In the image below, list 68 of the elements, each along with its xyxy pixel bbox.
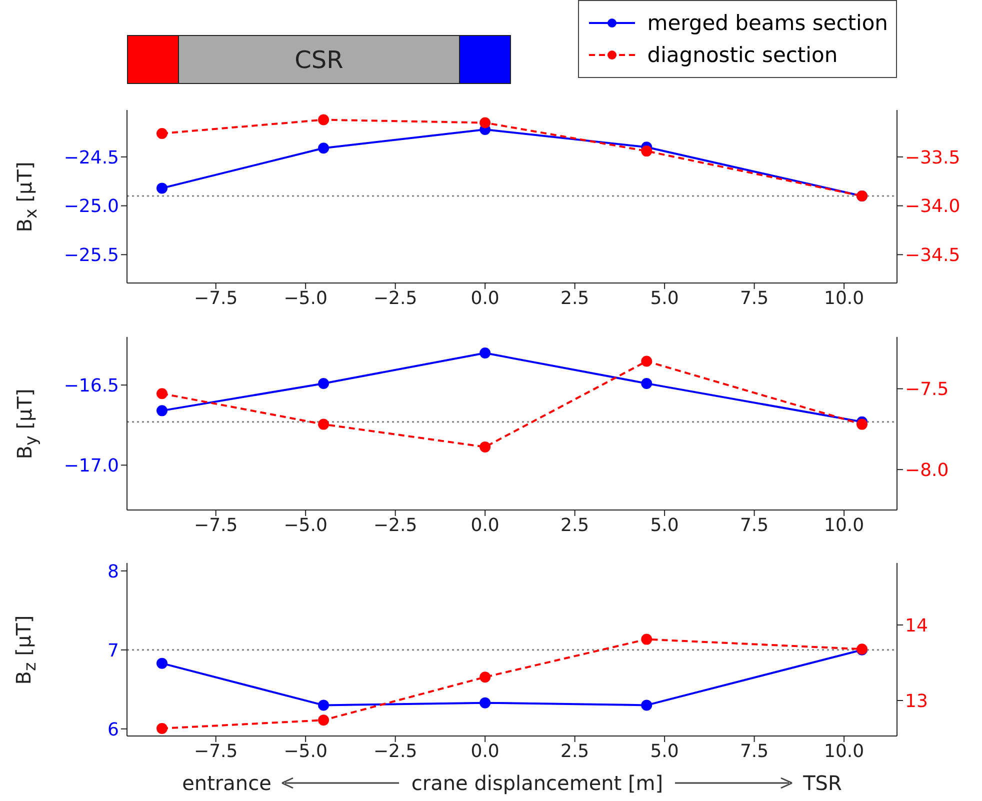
y2-tick-label: −33.5 bbox=[905, 147, 960, 168]
y2-tick-label: 13 bbox=[905, 690, 928, 712]
point bbox=[318, 714, 330, 726]
text: TSR bbox=[803, 771, 842, 795]
x-tick-label: 0.0 bbox=[470, 740, 500, 762]
x-tick-label: 10.0 bbox=[824, 740, 864, 762]
ring-diagram: CSR bbox=[127, 35, 511, 84]
x-tick-label: 5.0 bbox=[650, 514, 679, 536]
point bbox=[480, 697, 491, 708]
y2-tick-label: −34.0 bbox=[905, 196, 960, 218]
text: entrance bbox=[182, 771, 272, 795]
point bbox=[641, 634, 652, 645]
x-tick-label: 2.5 bbox=[560, 514, 590, 536]
point bbox=[318, 418, 330, 430]
x-tick-label: 5.0 bbox=[650, 288, 679, 309]
point bbox=[480, 348, 491, 359]
y2-tick-label: 14 bbox=[905, 615, 928, 636]
x-tick-label: −7.5 bbox=[194, 740, 238, 762]
x-tick-label: 7.5 bbox=[740, 288, 769, 309]
point bbox=[156, 182, 168, 194]
point bbox=[156, 388, 168, 400]
y2-tick-label: −34.5 bbox=[905, 245, 960, 266]
legend-label: merged beams section bbox=[647, 11, 888, 35]
x-tick-label: −7.5 bbox=[194, 288, 238, 309]
point bbox=[641, 700, 652, 711]
x-tick-label: 5.0 bbox=[650, 740, 679, 762]
point bbox=[856, 418, 868, 430]
x-tick-label: −2.5 bbox=[373, 514, 418, 536]
point bbox=[480, 441, 491, 452]
point bbox=[156, 658, 168, 669]
x-tick-label: 7.5 bbox=[740, 740, 769, 762]
x-tick-label: 2.5 bbox=[560, 740, 590, 762]
y-tick-label: −25.5 bbox=[64, 245, 119, 266]
y-tick-label: −16.5 bbox=[64, 375, 119, 396]
y-tick-label: 7 bbox=[108, 640, 119, 662]
x-tick-label: 2.5 bbox=[560, 288, 590, 309]
y2-tick-label: −8.0 bbox=[905, 460, 949, 481]
x-tick-label: 7.5 bbox=[740, 514, 769, 536]
x-tick-label: −5.0 bbox=[284, 514, 328, 536]
x-tick-label: −5.0 bbox=[284, 288, 328, 309]
point bbox=[156, 128, 168, 139]
y-tick-label: 8 bbox=[108, 561, 119, 582]
point bbox=[318, 700, 330, 711]
x-tick-label: −2.5 bbox=[373, 740, 418, 762]
x-tick-label: 10.0 bbox=[824, 288, 864, 309]
point bbox=[641, 146, 652, 157]
point bbox=[641, 378, 652, 389]
point bbox=[318, 114, 330, 126]
point bbox=[480, 117, 491, 128]
x-tick-label: −2.5 bbox=[373, 288, 418, 309]
point bbox=[480, 672, 491, 683]
y2-tick-label: −7.5 bbox=[905, 379, 949, 400]
legend-label: diagnostic section bbox=[647, 43, 838, 67]
x-tick-label: −5.0 bbox=[284, 740, 328, 762]
x-tick-label: 10.0 bbox=[824, 514, 864, 536]
x-tick-label: 0.0 bbox=[470, 288, 500, 309]
point bbox=[318, 378, 330, 389]
x-axis-title: crane displancement [m] bbox=[411, 771, 664, 795]
x-tick-label: 0.0 bbox=[470, 514, 500, 536]
x-tick-label: −7.5 bbox=[194, 514, 238, 536]
point bbox=[156, 405, 168, 416]
point bbox=[156, 722, 168, 734]
point bbox=[641, 356, 652, 367]
y-tick-label: −25.0 bbox=[64, 196, 119, 218]
y-tick-label: −24.5 bbox=[64, 147, 119, 168]
point bbox=[318, 142, 330, 154]
y-tick-label: 6 bbox=[108, 719, 119, 740]
y-tick-label: −17.0 bbox=[64, 456, 119, 477]
